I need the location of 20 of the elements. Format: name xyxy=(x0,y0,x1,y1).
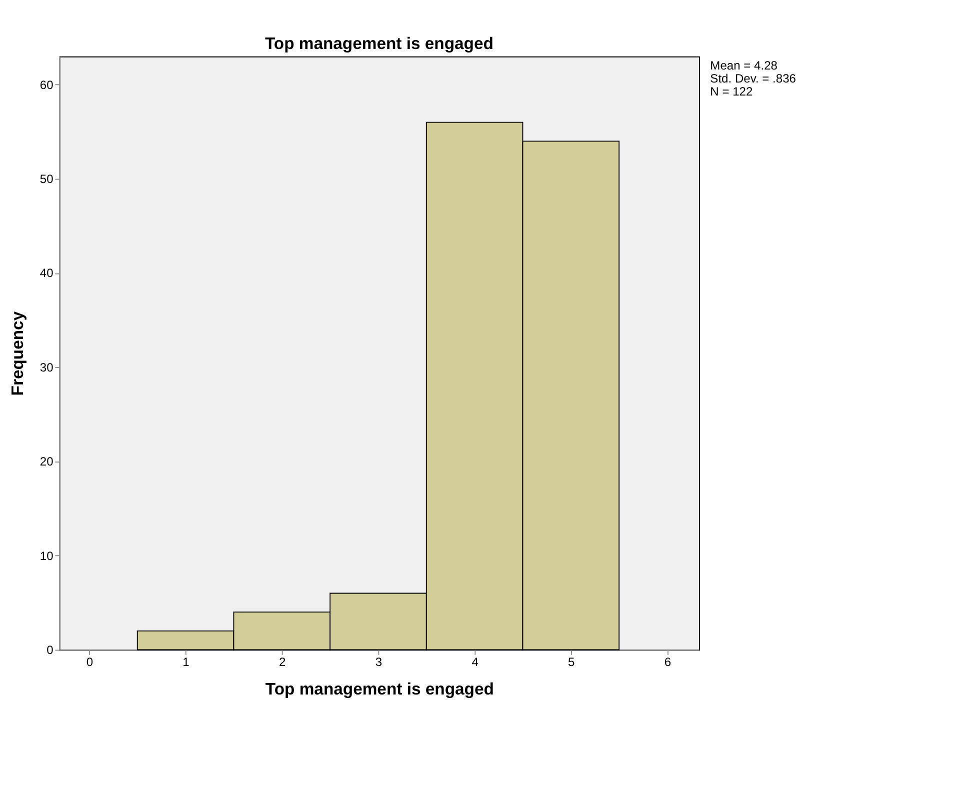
x-tick-label: 4 xyxy=(472,654,479,669)
x-tick-label: 6 xyxy=(664,654,672,669)
x-axis-title: Top management is engaged xyxy=(265,680,494,699)
y-tick-label: 50 xyxy=(40,172,54,186)
x-tick-label: 0 xyxy=(86,654,94,669)
x-tick-label: 3 xyxy=(375,654,382,669)
chart-title: Top management is engaged xyxy=(264,34,494,53)
x-tick-label: 5 xyxy=(568,654,576,669)
y-tick-label: 0 xyxy=(46,642,54,657)
text: Mean = 4.28 xyxy=(710,58,778,72)
x-tick-label: 2 xyxy=(278,654,286,669)
y-tick-label: 40 xyxy=(40,266,54,280)
y-tick-label: 60 xyxy=(40,78,54,92)
y-tick-label: 20 xyxy=(40,454,54,469)
text: Std. Dev. = .836 xyxy=(710,71,796,86)
y-tick-label: 30 xyxy=(40,360,54,374)
y-tick-label: 10 xyxy=(40,548,54,563)
x-tick-label: 1 xyxy=(182,654,190,669)
text: N = 122 xyxy=(710,84,753,98)
y-axis-title: Frequency xyxy=(8,310,28,396)
